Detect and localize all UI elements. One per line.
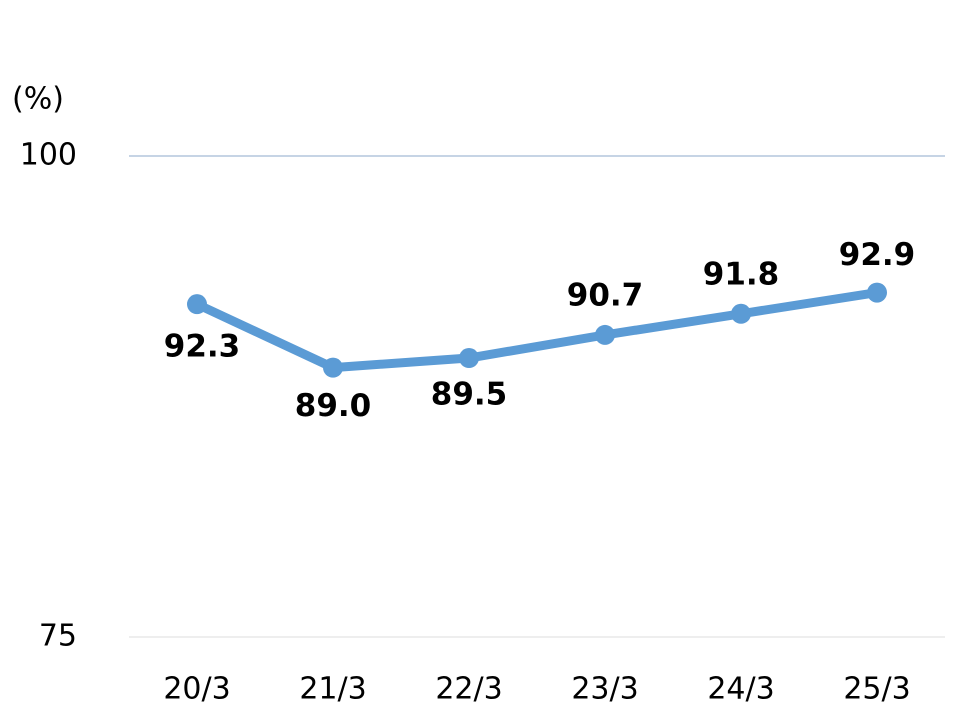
data-label: 92.3 [164, 329, 241, 365]
series-line [195, 288, 878, 373]
point-marker [867, 282, 887, 303]
data-label: 90.7 [567, 277, 644, 313]
data-label: 91.8 [703, 256, 780, 292]
point-marker [323, 357, 343, 378]
point-marker [595, 324, 615, 345]
y-tick-label: 75 [39, 619, 77, 654]
x-tick-label: 22/3 [435, 672, 502, 707]
x-tick-label: 25/3 [843, 672, 910, 707]
point-marker [187, 294, 207, 315]
data-label: 89.0 [295, 388, 372, 424]
y-tick-label: 100 [20, 138, 77, 173]
x-tick-label: 23/3 [571, 672, 638, 707]
x-tick-label: 24/3 [707, 672, 774, 707]
point-marker [459, 348, 479, 369]
point-marker [731, 303, 751, 324]
x-tick-label: 20/3 [163, 672, 230, 707]
y-axis-label: (%) [12, 82, 64, 117]
data-label: 89.5 [431, 377, 508, 413]
data-label: 92.9 [839, 237, 916, 273]
x-tick-label: 21/3 [299, 672, 366, 707]
